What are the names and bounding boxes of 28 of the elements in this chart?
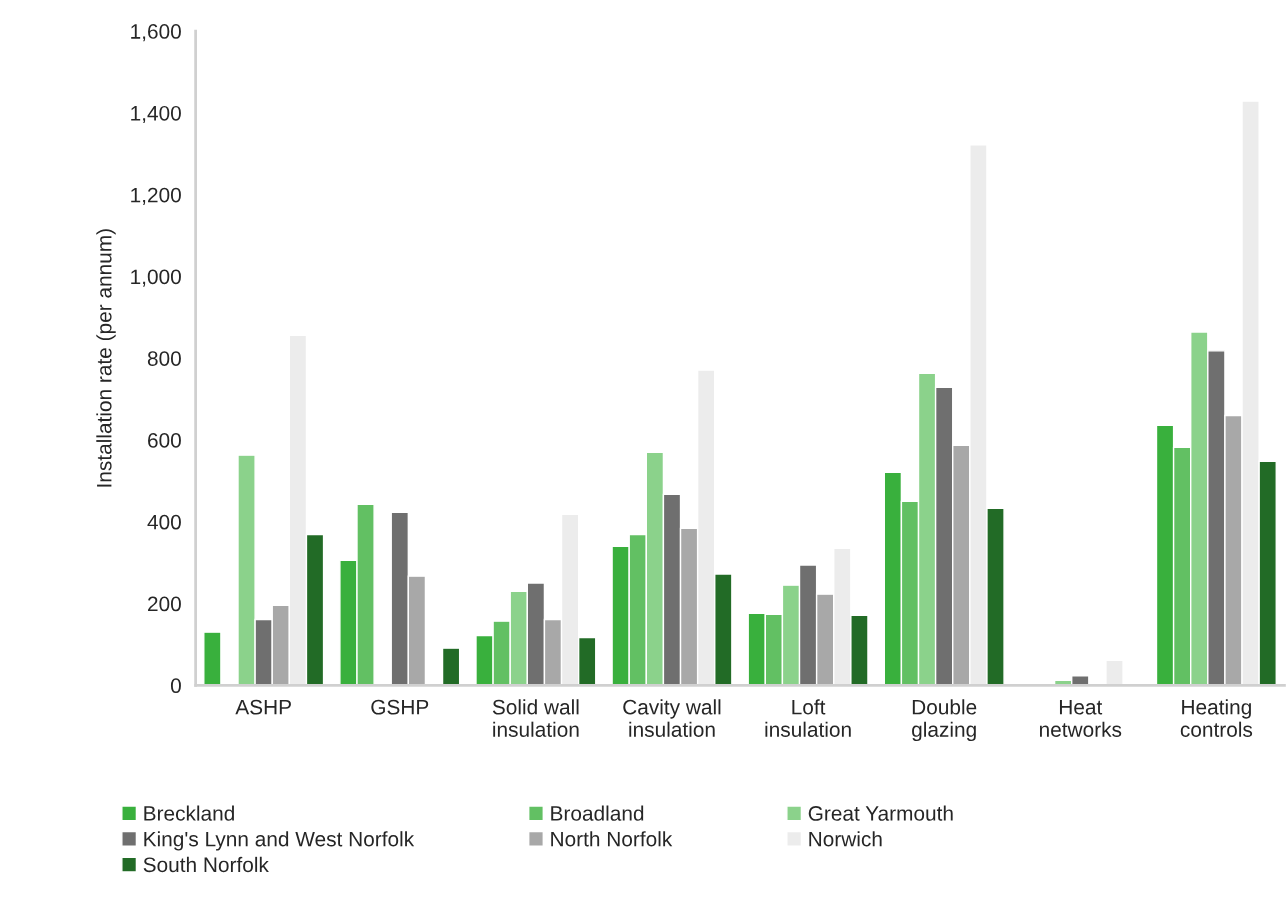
x-tick-label: Solid wall insulation: [492, 699, 579, 737]
legend-label: North Norfolk: [551, 831, 673, 847]
legend-label: Broadland: [551, 805, 644, 821]
legend-label: Norwich: [809, 831, 882, 847]
y-tick-label: 1,000: [131, 269, 181, 287]
x-tick-label: Double glazing: [912, 699, 977, 742]
legend-label: Great Yarmouth: [808, 805, 953, 821]
x-tick-label: Loft insulation: [765, 699, 851, 737]
y-tick-label: 200: [148, 596, 181, 612]
y-tick-label: 800: [147, 351, 181, 366]
bar: [1105, 659, 1124, 686]
bar: [203, 631, 222, 686]
y-axis-title: Installation rate (per annum): [96, 229, 116, 487]
y-tick-label: 1,200: [131, 187, 181, 205]
x-tick-label: Heating controls: [1180, 699, 1253, 737]
legend-label: South Norfolk: [143, 856, 269, 873]
bar: [441, 647, 461, 686]
y-tick-label: 1,400: [131, 105, 181, 124]
x-tick-label: Cavity wall insulation: [623, 699, 721, 737]
x-tick-label: Heat networks: [1039, 699, 1122, 737]
y-tick-label: 400: [147, 514, 181, 530]
y-tick-label: 600: [148, 433, 181, 448]
x-tick-label: ASHP: [235, 699, 291, 715]
y-tick-label: 1,600: [131, 24, 181, 42]
x-tick-label: GSHP: [371, 699, 429, 715]
legend-label: Breckland: [144, 805, 234, 821]
legend-label: King's Lynn and West Norfolk: [144, 831, 415, 851]
y-tick-label: 0: [170, 678, 181, 694]
